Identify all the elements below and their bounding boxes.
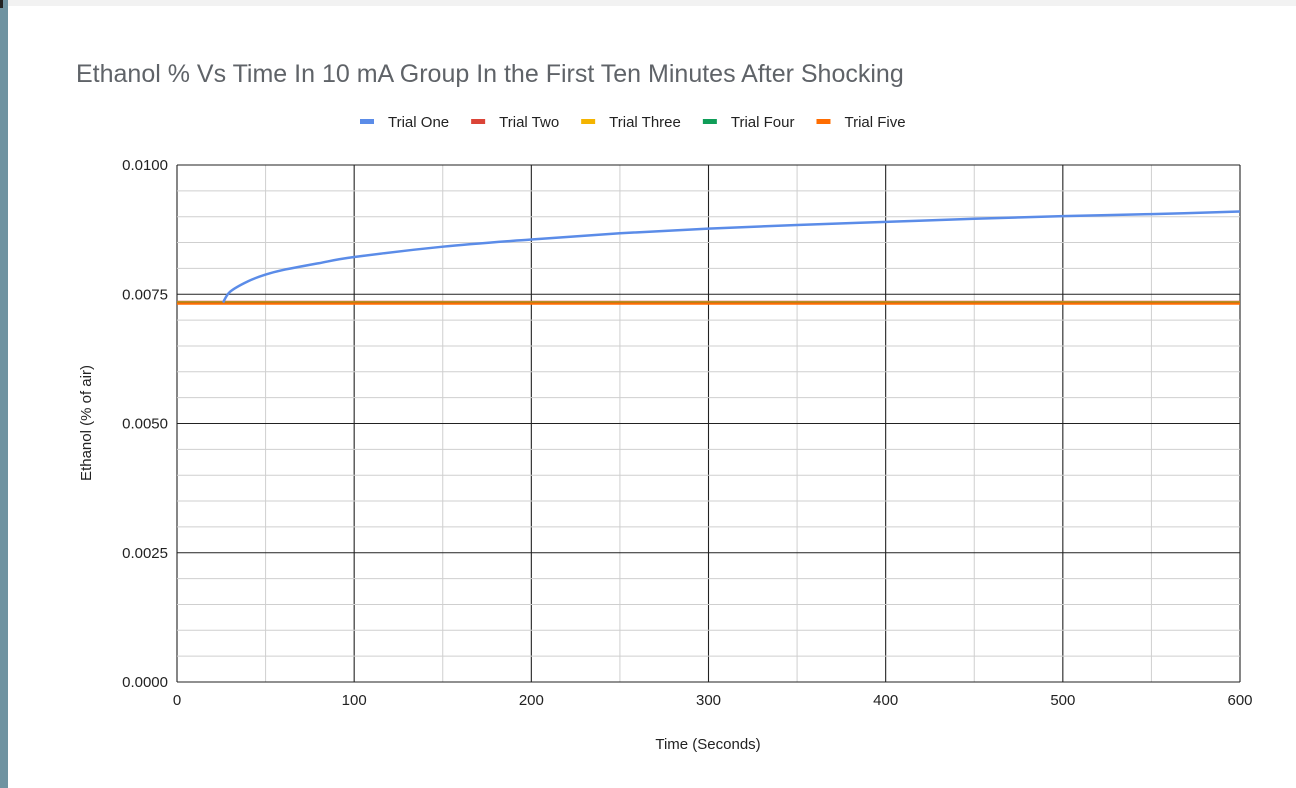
legend-label: Trial Three [609,114,681,131]
x-tick-label: 300 [696,692,721,709]
x-tick-label: 200 [519,692,544,709]
series-lines [177,210,1241,305]
y-tick-label: 0.0000 [122,674,168,691]
y-tick-label: 0.0025 [122,545,168,562]
x-tick-label: 100 [342,692,367,709]
x-tick-label: 0 [173,692,181,709]
legend-swatch [471,119,486,124]
x-tick-label: 600 [1227,692,1252,709]
window-top-strip [8,0,1296,6]
grid [176,164,1241,683]
y-tick-label: 0.0100 [122,157,168,174]
legend-swatch [581,119,596,124]
series-line-trial-one [221,210,1241,304]
legend-label: Trial Four [731,114,795,131]
legend: Trial One Trial Two Trial Three Trial Four T… [360,114,906,131]
x-axis-title: Time (Seconds) [655,736,760,753]
x-tick-label: 400 [873,692,898,709]
legend-swatch [360,119,374,124]
y-axis-title: Ethanol (% of air) [78,365,95,481]
window-edge-bar [0,0,8,788]
legend-swatch [816,119,831,124]
tick-labels: 0 100 200 300 400 500 600 0.0000 0.0025 0.0050 0.0… [122,157,1252,709]
chart-title: Ethanol % Vs Time In 10 mA Group In the … [76,60,904,88]
x-tick-label: 500 [1050,692,1075,709]
legend-swatch [702,119,717,124]
y-tick-label: 0.0050 [122,416,168,433]
legend-label: Trial Two [499,114,559,131]
legend-label: Trial Five [844,114,905,131]
y-tick-label: 0.0075 [122,286,168,303]
window-edge-notch [0,0,3,8]
legend-label: Trial One [388,114,449,131]
